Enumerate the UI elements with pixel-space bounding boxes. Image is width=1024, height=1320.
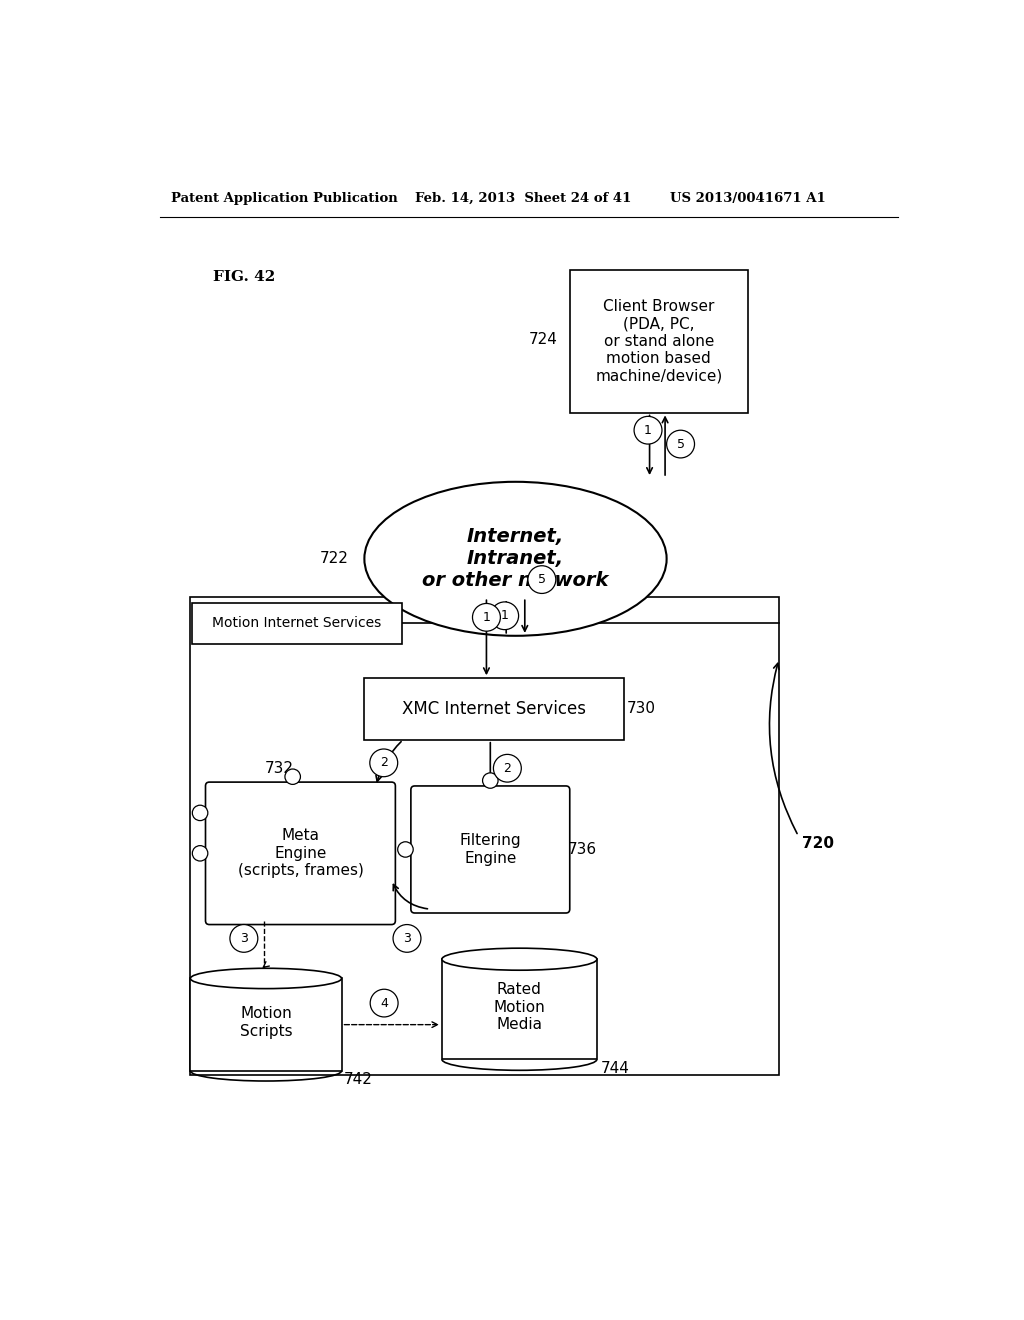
Ellipse shape <box>365 482 667 636</box>
Text: Motion
Scripts: Motion Scripts <box>240 1006 292 1039</box>
Bar <box>442 960 597 1059</box>
Text: FIG. 42: FIG. 42 <box>213 271 275 284</box>
Circle shape <box>634 416 662 444</box>
Text: Feb. 14, 2013  Sheet 24 of 41: Feb. 14, 2013 Sheet 24 of 41 <box>415 191 631 205</box>
Text: US 2013/0041671 A1: US 2013/0041671 A1 <box>671 191 826 205</box>
Circle shape <box>230 924 258 952</box>
FancyBboxPatch shape <box>569 271 748 412</box>
Circle shape <box>667 430 694 458</box>
Text: 3: 3 <box>240 932 248 945</box>
Text: 720: 720 <box>802 836 835 851</box>
Circle shape <box>285 770 300 784</box>
Text: 722: 722 <box>319 552 349 566</box>
Text: 2: 2 <box>380 756 388 770</box>
Text: Client Browser
(PDA, PC,
or stand alone
motion based
machine/device): Client Browser (PDA, PC, or stand alone … <box>595 298 723 384</box>
Circle shape <box>193 846 208 861</box>
Text: 724: 724 <box>529 331 558 347</box>
Text: Internet,
Intranet,
or other network: Internet, Intranet, or other network <box>422 527 608 590</box>
Text: 736: 736 <box>568 842 597 858</box>
Text: 1: 1 <box>501 610 509 622</box>
Circle shape <box>482 774 498 788</box>
Text: 730: 730 <box>627 701 655 717</box>
Circle shape <box>528 566 556 594</box>
Text: Patent Application Publication: Patent Application Publication <box>171 191 397 205</box>
Text: 1: 1 <box>644 424 652 437</box>
Text: 5: 5 <box>538 573 546 586</box>
FancyBboxPatch shape <box>365 678 624 739</box>
Ellipse shape <box>442 948 597 970</box>
Text: 742: 742 <box>343 1072 373 1088</box>
Text: 2: 2 <box>504 762 511 775</box>
Text: 732: 732 <box>264 760 294 776</box>
Text: Rated
Motion
Media: Rated Motion Media <box>494 982 545 1032</box>
Ellipse shape <box>190 969 342 989</box>
Text: Filtering
Engine: Filtering Engine <box>460 833 521 866</box>
Text: 5: 5 <box>677 437 685 450</box>
Text: Meta
Engine
(scripts, frames): Meta Engine (scripts, frames) <box>238 829 364 878</box>
Text: 744: 744 <box>601 1061 630 1076</box>
Circle shape <box>490 602 518 630</box>
Bar <box>190 597 779 1074</box>
Circle shape <box>371 989 398 1016</box>
Circle shape <box>472 603 501 631</box>
Bar <box>190 978 342 1071</box>
Circle shape <box>370 748 397 776</box>
Text: XMC Internet Services: XMC Internet Services <box>402 700 586 718</box>
Text: Motion Internet Services: Motion Internet Services <box>212 616 382 631</box>
Circle shape <box>193 805 208 821</box>
FancyBboxPatch shape <box>193 603 401 644</box>
Text: 4: 4 <box>380 997 388 1010</box>
FancyBboxPatch shape <box>206 781 395 924</box>
Circle shape <box>494 755 521 781</box>
Text: 3: 3 <box>403 932 411 945</box>
FancyBboxPatch shape <box>411 785 569 913</box>
Text: 1: 1 <box>482 611 490 624</box>
Circle shape <box>397 842 414 857</box>
Circle shape <box>393 924 421 952</box>
